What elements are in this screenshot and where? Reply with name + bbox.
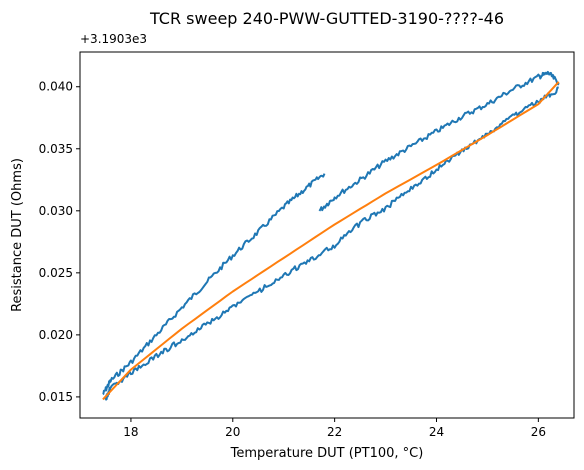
y-axis-label: Resistance DUT (Ohms) — [10, 158, 25, 312]
y-tick-label: 0.030 — [39, 204, 73, 218]
y-tick-label: 0.020 — [39, 328, 73, 342]
x-tick-label: 26 — [531, 425, 546, 439]
plot-area-frame — [79, 51, 575, 419]
x-tick-label: 20 — [225, 425, 240, 439]
y-tick-label: 0.040 — [39, 80, 73, 94]
series-line-measured-upper-branch — [102, 173, 326, 396]
series-line-measured-middle-branch — [318, 70, 560, 212]
x-axis-label: Temperature DUT (PT100, °C) — [230, 446, 424, 461]
y-axis-ticks: 0.015 0.020 0.025 0.030 0.035 0.040 — [39, 80, 80, 404]
y-axis-offset-label: +3.1903e3 — [80, 32, 147, 46]
x-tick-label: 18 — [123, 425, 138, 439]
chart-title: TCR sweep 240-PWW-GUTTED-3190-????-46 — [149, 9, 504, 28]
series-line-fit — [102, 81, 560, 401]
series-layer — [102, 70, 560, 401]
y-tick-label: 0.025 — [39, 266, 73, 280]
y-tick-label: 0.015 — [39, 390, 73, 404]
x-axis-ticks: 18 20 22 24 26 — [123, 418, 546, 439]
series-line-measured-lower-branch — [104, 86, 559, 401]
y-tick-label: 0.035 — [39, 142, 73, 156]
x-tick-label: 24 — [429, 425, 444, 439]
x-tick-label: 22 — [327, 425, 342, 439]
